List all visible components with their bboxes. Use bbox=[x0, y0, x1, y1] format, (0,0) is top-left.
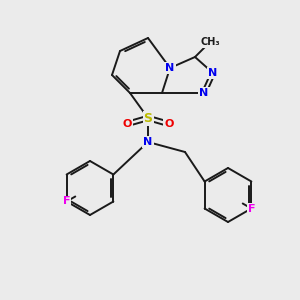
Text: N: N bbox=[200, 88, 208, 98]
Text: S: S bbox=[143, 112, 152, 124]
Text: O: O bbox=[164, 119, 174, 129]
Text: CH₃: CH₃ bbox=[200, 37, 220, 47]
Text: F: F bbox=[248, 203, 255, 214]
Text: N: N bbox=[165, 63, 175, 73]
Text: O: O bbox=[122, 119, 132, 129]
Text: F: F bbox=[63, 196, 70, 206]
Text: N: N bbox=[143, 137, 153, 147]
Text: N: N bbox=[208, 68, 217, 78]
